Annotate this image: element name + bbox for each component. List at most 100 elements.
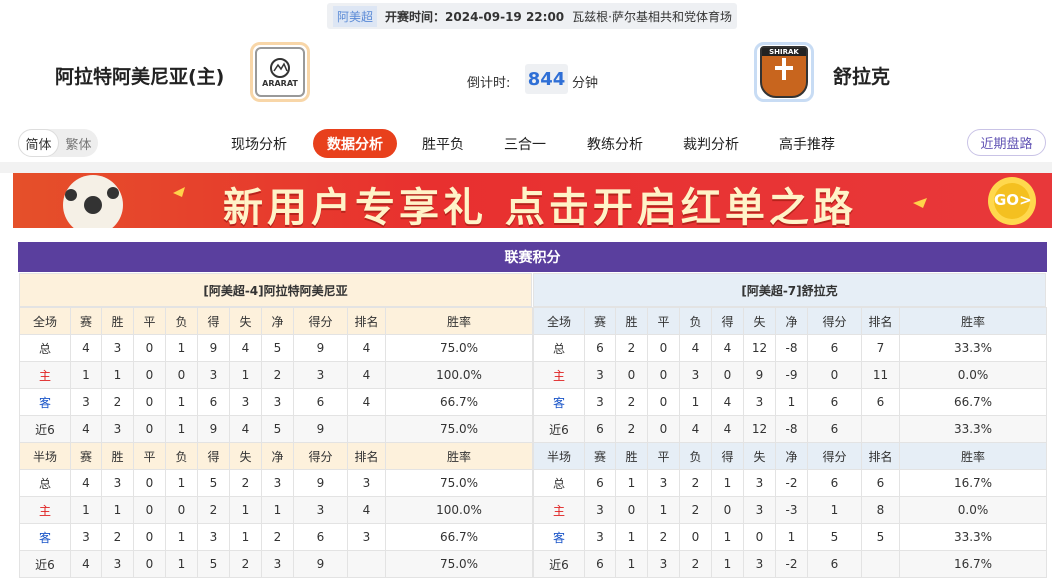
banner-art <box>63 175 1036 228</box>
cell: 1 <box>165 334 198 362</box>
cell: 4 <box>70 334 102 362</box>
nav-tab[interactable]: 数据分析 <box>313 129 397 158</box>
home-team[interactable]: 阿拉特阿美尼亚(主) <box>55 66 225 88</box>
cell: 9 <box>293 334 348 362</box>
cell: 总 <box>19 334 71 362</box>
data-row: 客 3 2 0 1 3 1 2 6 3 66.7% <box>19 523 533 551</box>
header-cell: 负 <box>165 442 198 470</box>
match-info: 阿美超 开赛时间：2024-09-19 22:00 瓦兹根·萨尔基相共和党体育场 <box>327 3 737 29</box>
standings-table: 全场赛胜平负得失净得分 排名 胜率总 6 2 0 4 4 12 -8 6 7 33.3% 主 3 0 0 3 0 9-… <box>533 307 1047 578</box>
header-cell: 得分 <box>293 442 348 470</box>
nav-tab[interactable]: 教练分析 <box>587 136 643 153</box>
team-standings: [阿美超-7]舒拉克 全场赛胜平负得失净得分 排名 胜率总 6 2 0 4 4 12 -8 6 7 33.… <box>533 273 1047 578</box>
cell: -2 <box>775 469 808 497</box>
league-tag[interactable]: 阿美超 <box>333 5 378 27</box>
cell: 1 <box>647 496 680 524</box>
data-row: 近6 4 3 0 1 5 2 3 9 75.0% <box>19 550 533 578</box>
cell: 3 <box>229 388 262 416</box>
header-row: 全场赛胜平负得失净得分 排名 胜率 <box>533 307 1047 335</box>
nav-tab[interactable]: 三合一 <box>504 136 546 153</box>
header-cell: 赛 <box>584 307 616 335</box>
cell: 近6 <box>19 415 71 443</box>
header-cell: 胜率 <box>899 307 1047 335</box>
header-cell: 胜率 <box>385 307 533 335</box>
recent-odds-button[interactable]: 近期盘路 <box>967 129 1046 156</box>
cell: 6 <box>584 469 616 497</box>
cell: 1 <box>70 496 102 524</box>
cell: 1 <box>261 496 294 524</box>
cell: 3 <box>293 496 348 524</box>
header-cell: 平 <box>647 442 680 470</box>
cell: 1 <box>775 388 808 416</box>
cell: 3 <box>679 361 712 389</box>
cell: 近6 <box>533 550 585 578</box>
cell: 4 <box>711 415 744 443</box>
cell: 客 <box>533 523 585 551</box>
cell: 近6 <box>533 415 585 443</box>
cell: 100.0% <box>385 361 533 389</box>
promo-banner[interactable]: 新用户专享礼 点击开启红单之路 GO> <box>13 173 1052 228</box>
cell: 9 <box>293 469 348 497</box>
cell: 6 <box>807 550 862 578</box>
nav-tab[interactable]: 胜平负 <box>422 136 464 153</box>
cell: 2 <box>261 361 294 389</box>
header-cell: 得 <box>197 442 230 470</box>
cell: 0 <box>679 523 712 551</box>
cell: 1 <box>711 469 744 497</box>
cell: 66.7% <box>385 388 533 416</box>
header-cell: 平 <box>133 307 166 335</box>
cell: 3 <box>261 469 294 497</box>
cell: 2 <box>101 523 134 551</box>
header-cell: 净 <box>775 307 808 335</box>
cell: 0 <box>165 361 198 389</box>
away-team[interactable]: 舒拉克 <box>833 66 891 88</box>
cell: 1 <box>711 550 744 578</box>
divider <box>0 162 1052 173</box>
data-row: 近6 4 3 0 1 9 4 5 9 75.0% <box>19 415 533 443</box>
cell: 3 <box>197 361 230 389</box>
lang-option[interactable]: 简体 <box>18 129 59 157</box>
header-cell: 净 <box>261 442 294 470</box>
cell: 4 <box>70 469 102 497</box>
header-cell: 胜率 <box>385 442 533 470</box>
cell: 3 <box>743 550 776 578</box>
cell: 1 <box>165 388 198 416</box>
cell: 0 <box>133 361 166 389</box>
cell: 33.3% <box>899 415 1047 443</box>
data-row: 客 3 1 2 0 1 0 1 5 5 33.3% <box>533 523 1047 551</box>
cell: 75.0% <box>385 550 533 578</box>
team-standings-name: [阿美超-7]舒拉克 <box>533 273 1046 307</box>
away-logo[interactable]: SHIRAK <box>754 42 814 102</box>
home-logo[interactable]: ARARAT <box>250 42 310 102</box>
data-row: 主 1 1 0 0 2 1 1 3 4 100.0% <box>19 496 533 524</box>
cell: 0 <box>615 496 648 524</box>
lang-option[interactable]: 繁体 <box>65 137 92 153</box>
cell: 0 <box>743 523 776 551</box>
cell: 3 <box>347 523 386 551</box>
cell: 4 <box>679 334 712 362</box>
nav-tab[interactable]: 现场分析 <box>231 136 287 153</box>
header-cell: 失 <box>229 307 262 335</box>
cell: 4 <box>347 388 386 416</box>
cell: 6 <box>584 415 616 443</box>
cell: 3 <box>647 550 680 578</box>
cell: 1 <box>165 469 198 497</box>
cell: 16.7% <box>899 550 1047 578</box>
cell: 1 <box>679 388 712 416</box>
cell: 6 <box>584 334 616 362</box>
cell: 0 <box>133 415 166 443</box>
cell: 1 <box>101 496 134 524</box>
cell: 1 <box>70 361 102 389</box>
cell: 1 <box>711 523 744 551</box>
cell: 3 <box>743 469 776 497</box>
logo-emblem <box>270 57 290 78</box>
cell: 1 <box>229 361 262 389</box>
data-row: 总 6 2 0 4 4 12 -8 6 7 33.3% <box>533 334 1047 362</box>
cell: 4 <box>347 496 386 524</box>
cell: 3 <box>70 523 102 551</box>
cell: 3 <box>647 469 680 497</box>
cell: 4 <box>711 388 744 416</box>
header-cell: 半场 <box>533 442 585 470</box>
nav-tab[interactable]: 裁判分析 <box>683 136 739 153</box>
nav-tab[interactable]: 高手推荐 <box>779 136 835 153</box>
